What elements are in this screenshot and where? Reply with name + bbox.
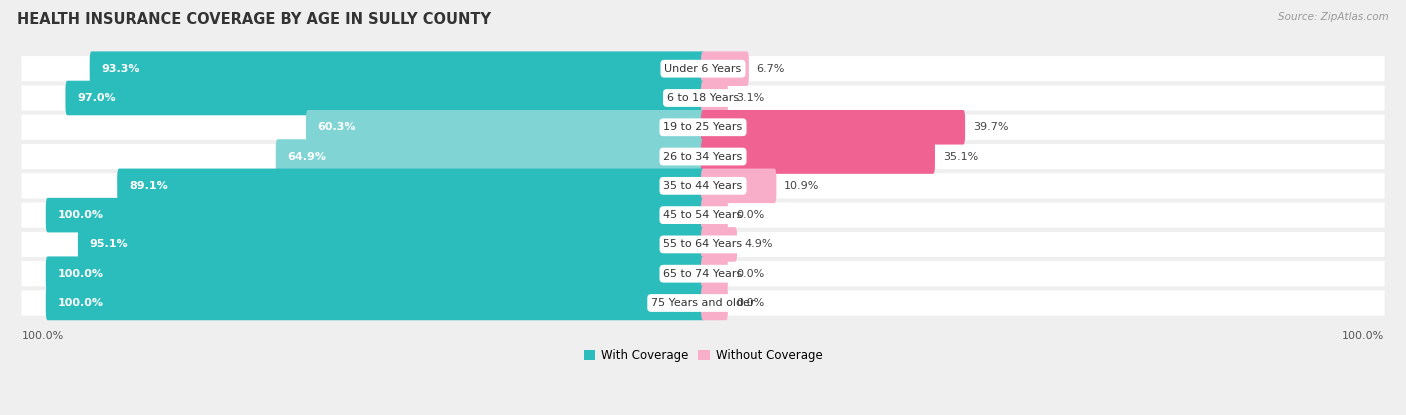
- FancyBboxPatch shape: [21, 290, 1385, 315]
- Text: 55 to 64 Years: 55 to 64 Years: [664, 239, 742, 249]
- Text: 93.3%: 93.3%: [101, 63, 141, 74]
- FancyBboxPatch shape: [21, 232, 1385, 257]
- FancyBboxPatch shape: [702, 51, 749, 86]
- Text: 3.1%: 3.1%: [735, 93, 763, 103]
- Text: 0.0%: 0.0%: [735, 269, 763, 279]
- Text: 89.1%: 89.1%: [129, 181, 167, 191]
- Text: HEALTH INSURANCE COVERAGE BY AGE IN SULLY COUNTY: HEALTH INSURANCE COVERAGE BY AGE IN SULL…: [17, 12, 491, 27]
- FancyBboxPatch shape: [46, 198, 704, 232]
- FancyBboxPatch shape: [21, 115, 1385, 140]
- Text: 6.7%: 6.7%: [756, 63, 785, 74]
- FancyBboxPatch shape: [90, 51, 704, 86]
- Text: 100.0%: 100.0%: [58, 269, 104, 279]
- FancyBboxPatch shape: [21, 85, 1385, 110]
- Text: 19 to 25 Years: 19 to 25 Years: [664, 122, 742, 132]
- FancyBboxPatch shape: [702, 139, 935, 174]
- Legend: With Coverage, Without Coverage: With Coverage, Without Coverage: [579, 345, 827, 367]
- Text: 35.1%: 35.1%: [943, 151, 979, 161]
- FancyBboxPatch shape: [21, 203, 1385, 228]
- Text: 60.3%: 60.3%: [318, 122, 356, 132]
- Text: 64.9%: 64.9%: [288, 151, 326, 161]
- FancyBboxPatch shape: [276, 139, 704, 174]
- FancyBboxPatch shape: [77, 227, 704, 262]
- FancyBboxPatch shape: [307, 110, 704, 144]
- FancyBboxPatch shape: [702, 110, 965, 144]
- FancyBboxPatch shape: [117, 168, 704, 203]
- Text: 26 to 34 Years: 26 to 34 Years: [664, 151, 742, 161]
- FancyBboxPatch shape: [21, 56, 1385, 81]
- FancyBboxPatch shape: [702, 168, 776, 203]
- Text: 97.0%: 97.0%: [77, 93, 115, 103]
- FancyBboxPatch shape: [66, 81, 704, 115]
- Text: 0.0%: 0.0%: [735, 298, 763, 308]
- FancyBboxPatch shape: [702, 198, 728, 232]
- FancyBboxPatch shape: [702, 256, 728, 291]
- Text: 100.0%: 100.0%: [58, 298, 104, 308]
- Text: 4.9%: 4.9%: [745, 239, 773, 249]
- Text: 35 to 44 Years: 35 to 44 Years: [664, 181, 742, 191]
- Text: 100.0%: 100.0%: [58, 210, 104, 220]
- Text: 6 to 18 Years: 6 to 18 Years: [666, 93, 740, 103]
- FancyBboxPatch shape: [21, 144, 1385, 169]
- Text: 100.0%: 100.0%: [21, 331, 63, 341]
- FancyBboxPatch shape: [702, 227, 737, 262]
- Text: 10.9%: 10.9%: [785, 181, 820, 191]
- Text: 100.0%: 100.0%: [1343, 331, 1385, 341]
- FancyBboxPatch shape: [702, 286, 728, 320]
- Text: 75 Years and older: 75 Years and older: [651, 298, 755, 308]
- FancyBboxPatch shape: [46, 256, 704, 291]
- FancyBboxPatch shape: [21, 261, 1385, 286]
- Text: 65 to 74 Years: 65 to 74 Years: [664, 269, 742, 279]
- Text: 39.7%: 39.7%: [973, 122, 1008, 132]
- Text: 45 to 54 Years: 45 to 54 Years: [664, 210, 742, 220]
- Text: Under 6 Years: Under 6 Years: [665, 63, 741, 74]
- FancyBboxPatch shape: [702, 81, 728, 115]
- Text: Source: ZipAtlas.com: Source: ZipAtlas.com: [1278, 12, 1389, 22]
- Text: 95.1%: 95.1%: [90, 239, 128, 249]
- FancyBboxPatch shape: [21, 173, 1385, 198]
- Text: 0.0%: 0.0%: [735, 210, 763, 220]
- FancyBboxPatch shape: [46, 286, 704, 320]
